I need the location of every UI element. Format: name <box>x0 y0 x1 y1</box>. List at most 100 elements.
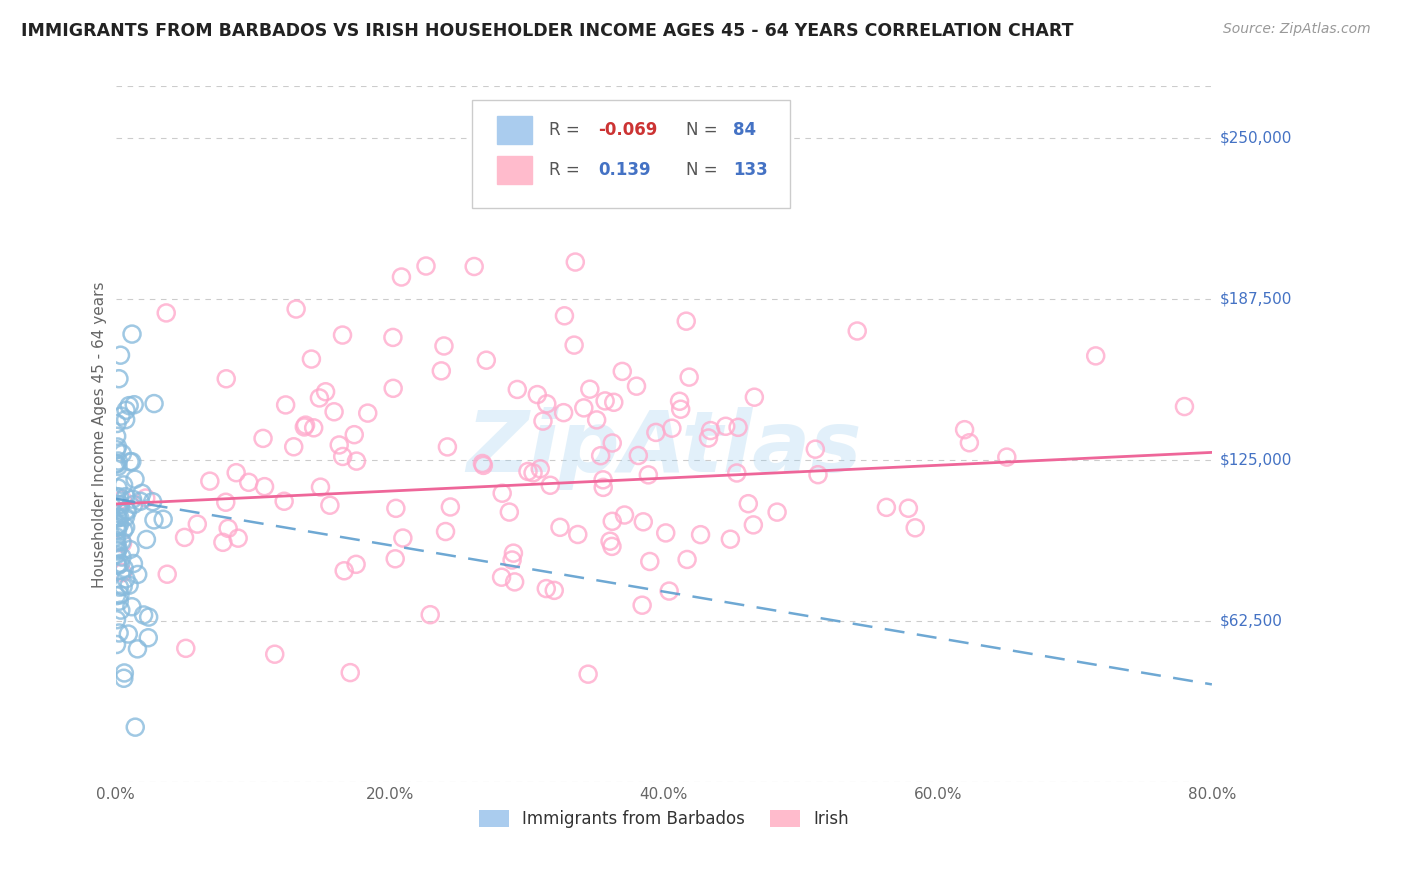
Point <box>600 540 623 554</box>
Point <box>121 455 143 469</box>
Point <box>315 384 337 399</box>
Point <box>127 641 149 656</box>
Point <box>661 421 683 435</box>
Point <box>252 431 274 445</box>
Point <box>343 427 366 442</box>
Point <box>135 491 157 505</box>
Point <box>107 541 129 555</box>
Point <box>283 440 305 454</box>
Point <box>626 379 648 393</box>
Point <box>699 424 721 438</box>
Point <box>309 480 332 494</box>
Point <box>105 589 128 603</box>
Point <box>273 494 295 508</box>
Point <box>599 534 621 549</box>
Point <box>108 580 131 594</box>
Point <box>529 462 551 476</box>
Point <box>579 382 602 396</box>
Point <box>392 531 415 545</box>
Point <box>742 517 765 532</box>
Point <box>603 395 626 409</box>
Point <box>319 498 342 512</box>
Point <box>299 352 322 367</box>
Point <box>676 552 699 566</box>
Text: $187,500: $187,500 <box>1220 292 1292 307</box>
Point <box>536 582 558 596</box>
Point <box>112 561 135 575</box>
Point <box>120 455 142 469</box>
Point <box>502 546 524 560</box>
Point <box>675 314 697 328</box>
Point <box>531 414 554 428</box>
Text: ZipAtlas: ZipAtlas <box>465 407 862 490</box>
FancyBboxPatch shape <box>498 156 533 184</box>
Point <box>115 572 138 586</box>
Point <box>846 324 869 338</box>
Point <box>110 557 132 571</box>
Text: R =: R = <box>548 161 585 179</box>
Point <box>215 495 238 509</box>
Point <box>564 255 586 269</box>
Point <box>108 372 131 386</box>
Point <box>105 530 128 544</box>
Point <box>115 503 138 517</box>
Point <box>117 627 139 641</box>
Point <box>725 466 748 480</box>
Point <box>108 588 131 602</box>
Point <box>107 454 129 468</box>
Point <box>714 419 737 434</box>
Point <box>600 436 623 450</box>
Point <box>121 327 143 342</box>
Point <box>118 542 141 557</box>
Point <box>105 457 128 471</box>
Point <box>198 474 221 488</box>
Point <box>112 580 135 594</box>
Point <box>156 567 179 582</box>
Point <box>285 301 308 316</box>
Text: -0.069: -0.069 <box>598 121 658 139</box>
Point <box>627 449 650 463</box>
Point <box>111 492 134 507</box>
Point <box>186 517 208 532</box>
Point <box>668 394 690 409</box>
Point <box>294 418 316 433</box>
Point <box>689 527 711 541</box>
Point <box>328 438 350 452</box>
Text: 133: 133 <box>733 161 768 179</box>
Point <box>737 497 759 511</box>
Point <box>612 364 634 378</box>
Point <box>108 490 131 504</box>
Point <box>332 450 354 464</box>
Point <box>105 613 128 627</box>
Point <box>174 641 197 656</box>
Point <box>491 486 513 500</box>
Point <box>506 383 529 397</box>
Point <box>654 525 676 540</box>
Point <box>904 521 927 535</box>
Point <box>118 578 141 592</box>
Point <box>131 486 153 500</box>
Point <box>346 454 368 468</box>
Point <box>553 309 575 323</box>
Point <box>415 259 437 273</box>
Point <box>114 510 136 524</box>
Point <box>381 330 404 344</box>
Point <box>631 598 654 612</box>
Point <box>142 494 165 508</box>
Point <box>114 413 136 427</box>
Point <box>463 260 485 274</box>
Point <box>669 402 692 417</box>
Point <box>592 473 614 487</box>
Text: $125,000: $125,000 <box>1220 452 1292 467</box>
Point <box>108 510 131 524</box>
Text: IMMIGRANTS FROM BARBADOS VS IRISH HOUSEHOLDER INCOME AGES 45 - 64 YEARS CORRELAT: IMMIGRANTS FROM BARBADOS VS IRISH HOUSEH… <box>21 22 1074 40</box>
FancyBboxPatch shape <box>498 116 533 145</box>
Point <box>107 523 129 537</box>
Point <box>108 498 131 512</box>
Point <box>122 557 145 571</box>
Point <box>115 403 138 417</box>
Point <box>503 574 526 589</box>
Point <box>593 393 616 408</box>
Point <box>105 520 128 534</box>
Point <box>142 513 165 527</box>
